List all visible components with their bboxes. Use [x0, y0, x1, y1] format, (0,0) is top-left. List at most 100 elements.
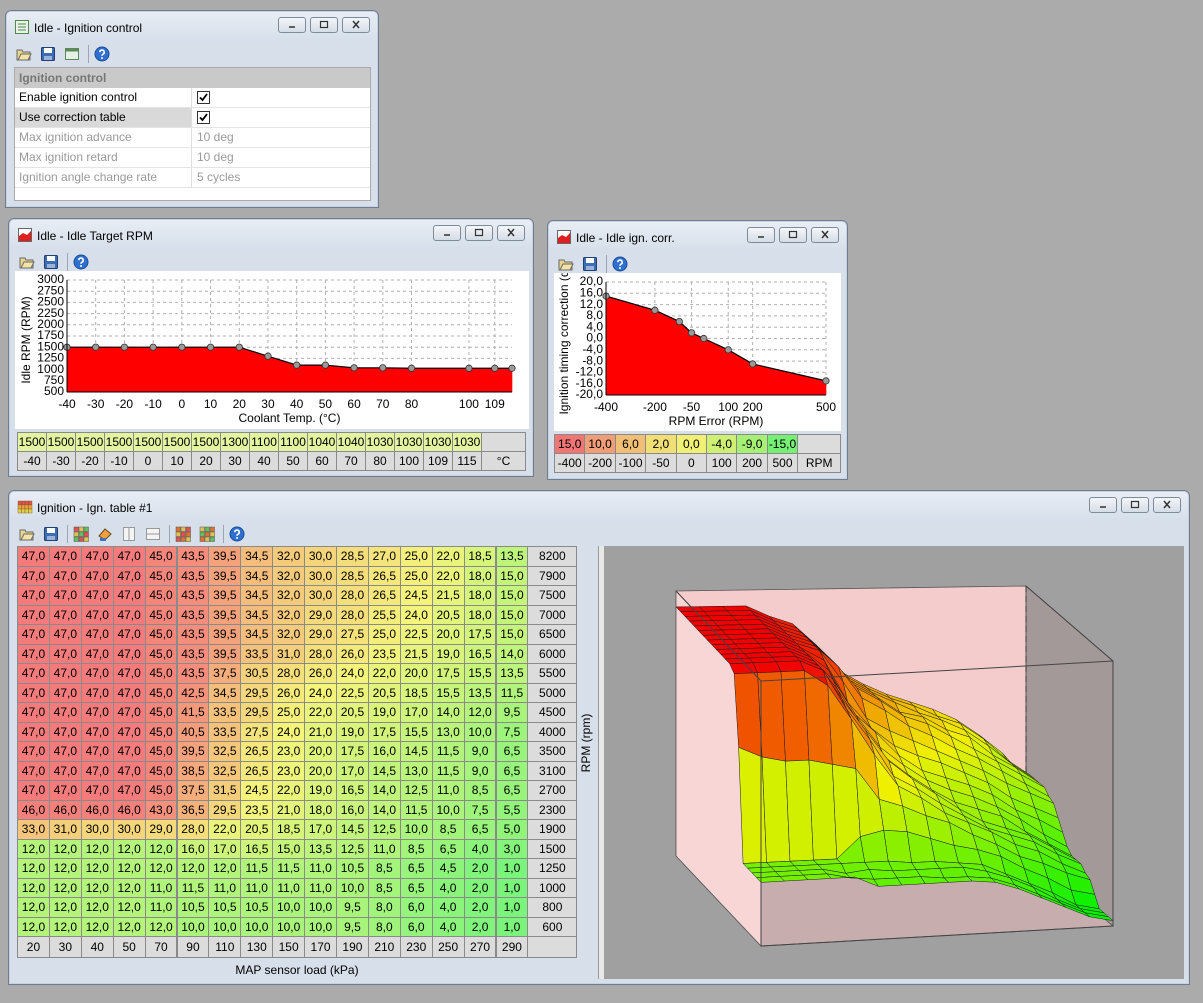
table-cell[interactable]: 2,0: [645, 434, 677, 454]
table-cell[interactable]: 1100: [278, 432, 308, 452]
table-cell[interactable]: 1030: [394, 432, 424, 452]
table-cell[interactable]: 4,0: [431, 916, 465, 937]
table-cell[interactable]: 47,0: [17, 663, 50, 684]
table-cell[interactable]: 41,5: [176, 702, 210, 723]
table-cell[interactable]: 28,0: [336, 604, 369, 625]
table-cell[interactable]: 7,5: [463, 799, 497, 820]
table-cell[interactable]: 14,5: [336, 819, 369, 840]
table-cell[interactable]: 47,0: [112, 565, 146, 586]
table-cell[interactable]: 43,5: [176, 604, 210, 625]
table-cell[interactable]: 5,0: [495, 819, 529, 840]
table-cell[interactable]: 47,0: [17, 702, 50, 723]
table-cell[interactable]: 2,0: [463, 877, 497, 898]
table-cell[interactable]: 15,0: [554, 434, 586, 454]
table-cell[interactable]: 1030: [452, 432, 482, 452]
table-cell[interactable]: 11,0: [272, 877, 306, 898]
table-cell[interactable]: 47,0: [80, 780, 114, 801]
table-cell[interactable]: 13,5: [463, 682, 497, 703]
table-cell[interactable]: 9,5: [495, 702, 529, 723]
table-cell[interactable]: 11,0: [431, 780, 465, 801]
max-button[interactable]: [779, 227, 807, 243]
table-cell[interactable]: 26,5: [367, 585, 401, 606]
table-cell[interactable]: 33,5: [208, 702, 242, 723]
table-cell[interactable]: 47,0: [80, 682, 114, 703]
point[interactable]: [293, 361, 301, 369]
table-cell[interactable]: 17,5: [336, 741, 369, 762]
table-cell[interactable]: 37,5: [208, 663, 242, 684]
table-cell[interactable]: 34,5: [240, 546, 274, 567]
table-cell[interactable]: 11,0: [304, 877, 337, 898]
table-cell[interactable]: 47,0: [80, 643, 114, 664]
table-cell[interactable]: 6,5: [399, 858, 433, 879]
table-cell[interactable]: 37,5: [176, 780, 210, 801]
table-cell[interactable]: 43,5: [176, 585, 210, 606]
point[interactable]: [235, 343, 243, 351]
table-cell[interactable]: 31,5: [208, 780, 242, 801]
table-cell[interactable]: 24,0: [272, 721, 306, 742]
table-cell[interactable]: 30,0: [112, 819, 146, 840]
table-cell[interactable]: 19,0: [336, 721, 369, 742]
table-cell[interactable]: 20,0: [399, 663, 433, 684]
table-cell[interactable]: 1,0: [495, 858, 529, 879]
point[interactable]: [491, 364, 499, 372]
table-cell[interactable]: 38,5: [176, 760, 210, 781]
table-cell[interactable]: 47,0: [112, 624, 146, 645]
table-cell[interactable]: 47,0: [80, 702, 114, 723]
min-button[interactable]: [433, 225, 461, 241]
table-cell[interactable]: 43,5: [176, 546, 210, 567]
table-cell[interactable]: 29,5: [240, 682, 274, 703]
help-icon[interactable]: [73, 254, 89, 270]
max-button[interactable]: [310, 17, 338, 33]
table-cell[interactable]: 13,5: [495, 546, 529, 567]
table-cell[interactable]: 11,5: [431, 741, 465, 762]
table-cell[interactable]: 47,0: [48, 702, 82, 723]
table-cell[interactable]: 19,0: [367, 702, 401, 723]
checkbox[interactable]: [197, 111, 210, 124]
table-cell[interactable]: 34,5: [240, 585, 274, 606]
table-cell[interactable]: 26,5: [240, 741, 274, 762]
table-cell[interactable]: 20,0: [304, 760, 337, 781]
table-cell[interactable]: 11,5: [176, 877, 210, 898]
point[interactable]: [465, 364, 473, 372]
table-cell[interactable]: 2,0: [463, 916, 497, 937]
table-cell[interactable]: 18,0: [463, 604, 497, 625]
table-cell[interactable]: 47,0: [17, 624, 50, 645]
table-cell[interactable]: 18,0: [304, 799, 337, 820]
table-cell[interactable]: 24,5: [240, 780, 274, 801]
table-cell[interactable]: 47,0: [48, 624, 82, 645]
table-cell[interactable]: 2,0: [463, 897, 497, 918]
table-cell[interactable]: 10,0: [176, 916, 210, 937]
close-button[interactable]: [342, 17, 370, 33]
table-cell[interactable]: 0,0: [675, 434, 707, 454]
table-cell[interactable]: 14,0: [367, 799, 401, 820]
table-cell[interactable]: 32,0: [272, 585, 306, 606]
help-icon[interactable]: [229, 526, 245, 542]
table-cell[interactable]: -9,0: [736, 434, 768, 454]
table-cell[interactable]: 8,0: [367, 897, 401, 918]
table-cell[interactable]: 4,5: [431, 858, 465, 879]
table-cell[interactable]: 47,0: [112, 741, 146, 762]
table-cell[interactable]: 34,5: [240, 604, 274, 625]
table-cell[interactable]: 47,0: [112, 702, 146, 723]
table-cell[interactable]: 1500: [162, 432, 192, 452]
table-cell[interactable]: 11,5: [240, 858, 274, 879]
table-cell[interactable]: 30,0: [80, 819, 114, 840]
table-cell[interactable]: 12,0: [80, 897, 114, 918]
table-cell[interactable]: 12,0: [48, 877, 82, 898]
table-cell[interactable]: 47,0: [80, 760, 114, 781]
table-cell[interactable]: 6,0: [399, 897, 433, 918]
table-cell[interactable]: 1500: [191, 432, 221, 452]
table-cell[interactable]: 42,5: [176, 682, 210, 703]
point[interactable]: [508, 364, 516, 372]
table-cell[interactable]: 14,0: [495, 643, 529, 664]
table-cell[interactable]: 46,0: [80, 799, 114, 820]
table-cell[interactable]: 7,5: [495, 721, 529, 742]
table-cell[interactable]: 46,0: [17, 799, 50, 820]
point[interactable]: [120, 343, 129, 351]
table-cell[interactable]: 47,0: [80, 721, 114, 742]
table-cell[interactable]: 17,0: [208, 838, 242, 859]
table-cell[interactable]: 12,0: [48, 897, 82, 918]
table-cell[interactable]: 29,0: [304, 624, 337, 645]
table-cell[interactable]: 23,0: [272, 760, 306, 781]
help-icon[interactable]: [94, 46, 110, 62]
